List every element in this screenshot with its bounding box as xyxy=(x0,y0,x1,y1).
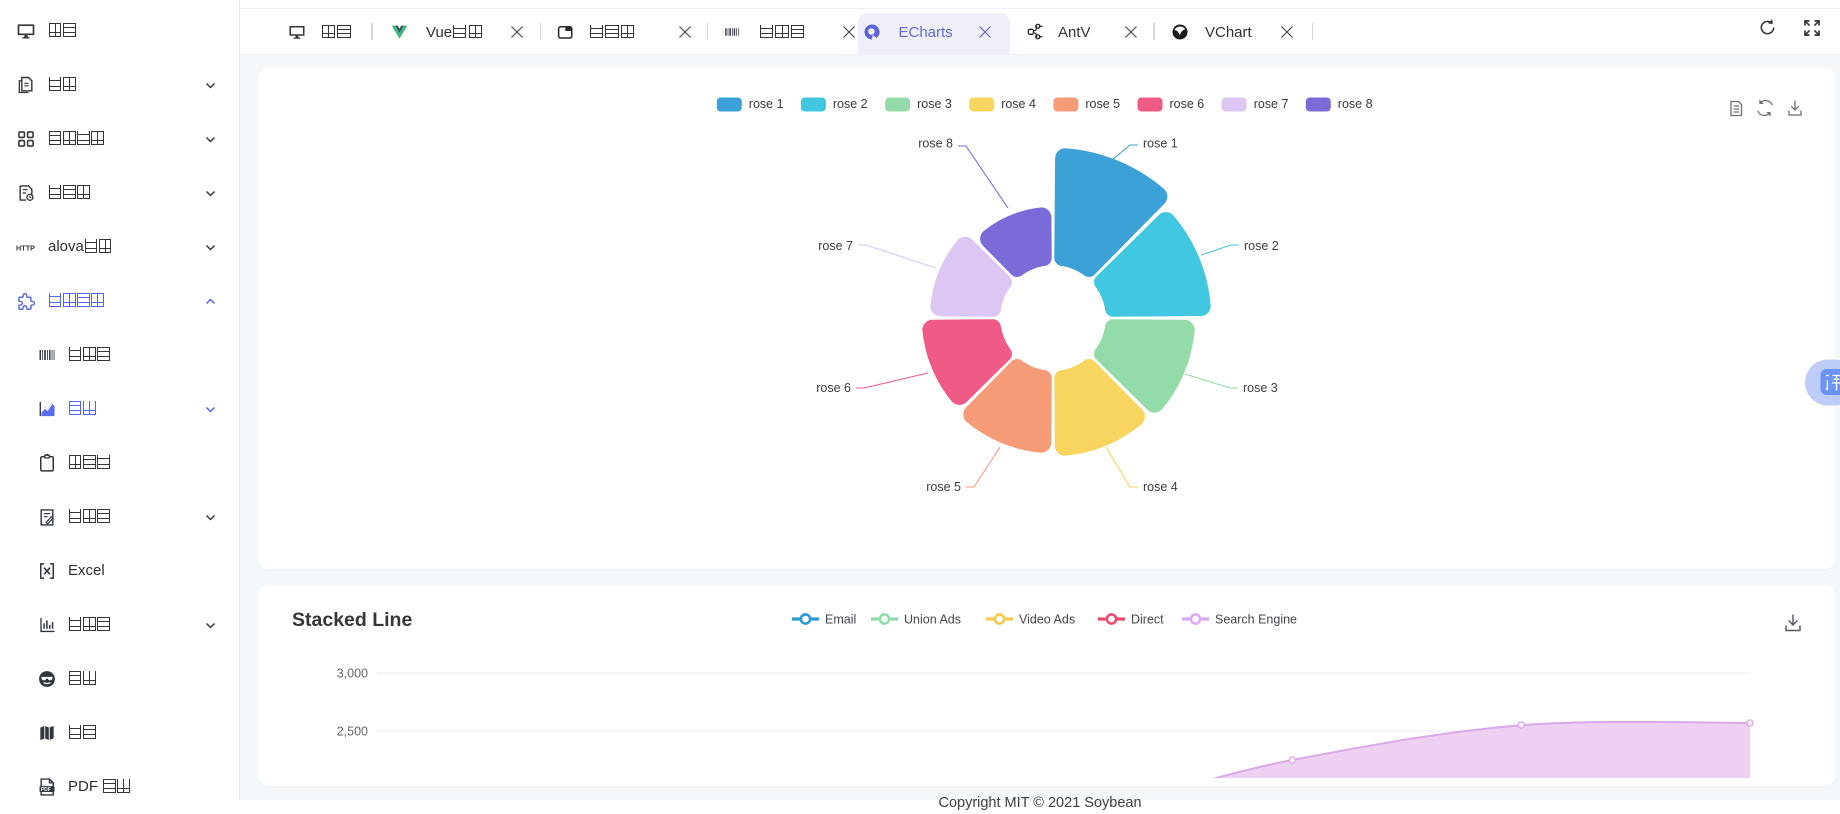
svg-text:PDF: PDF xyxy=(41,787,51,793)
svg-text:HTTP: HTTP xyxy=(16,243,35,252)
